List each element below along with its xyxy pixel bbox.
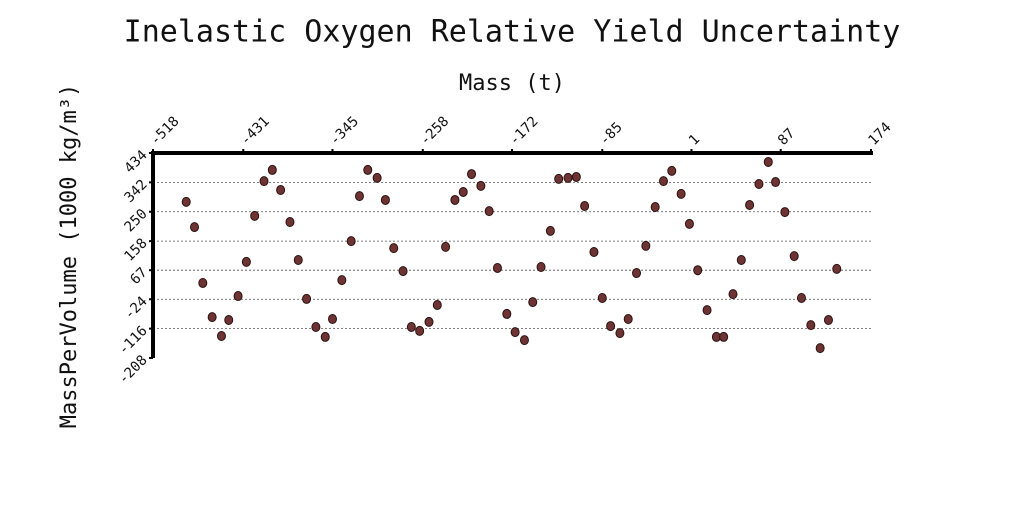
point <box>815 343 825 354</box>
point <box>337 275 347 286</box>
point <box>302 293 312 304</box>
point <box>458 186 468 197</box>
point <box>754 178 764 189</box>
point <box>406 322 416 333</box>
y-tick-label: 67 <box>127 265 150 288</box>
point <box>267 164 277 175</box>
x-tick-label: -258 <box>417 114 452 149</box>
point <box>823 315 833 326</box>
y-tick-label: 342 <box>121 177 150 206</box>
point <box>207 312 217 323</box>
x-axis-label: Mass (t) <box>459 71 565 96</box>
point <box>528 297 538 308</box>
point <box>190 222 200 233</box>
point <box>832 263 842 274</box>
point <box>702 305 712 316</box>
point <box>346 236 356 247</box>
point <box>415 325 425 336</box>
point <box>676 188 686 199</box>
point <box>796 292 806 303</box>
point <box>736 254 746 265</box>
x-tick-label: -518 <box>147 114 182 149</box>
x-tick-label: -345 <box>327 114 362 149</box>
point <box>510 327 520 338</box>
point <box>545 225 555 236</box>
point <box>554 173 564 184</box>
point <box>441 241 451 252</box>
y-tick-label: -24 <box>121 294 150 323</box>
point <box>745 200 755 211</box>
point <box>806 320 816 331</box>
y-tick-label: 434 <box>121 147 150 176</box>
point <box>650 201 660 212</box>
point <box>580 201 590 212</box>
point <box>492 262 502 273</box>
point <box>320 331 330 342</box>
point <box>476 180 486 191</box>
point <box>259 176 269 187</box>
point <box>285 216 295 227</box>
point <box>450 194 460 205</box>
y-tick-label: 158 <box>121 235 150 264</box>
point <box>233 291 243 302</box>
y-tick-label: -208 <box>116 352 151 387</box>
point <box>424 316 434 327</box>
point <box>728 289 738 300</box>
point <box>519 335 529 346</box>
point <box>589 246 599 257</box>
point <box>597 292 607 303</box>
point <box>198 277 208 288</box>
x-tick-label: 87 <box>775 125 798 148</box>
y-tick-label: -116 <box>116 323 151 358</box>
point <box>372 172 382 183</box>
x-tick-label: 174 <box>865 119 894 148</box>
point <box>789 251 799 262</box>
point <box>693 265 703 276</box>
point <box>354 191 364 202</box>
point <box>571 171 581 182</box>
point <box>606 321 616 332</box>
x-tick-label: -85 <box>597 119 626 148</box>
point <box>563 172 573 183</box>
point <box>658 176 668 187</box>
point <box>276 185 286 196</box>
point <box>641 240 651 251</box>
point <box>363 164 373 175</box>
point <box>216 330 226 341</box>
point <box>536 261 546 272</box>
y-axis-label: MassPerVolume (1000 kg/m³) <box>57 84 82 428</box>
x-tick-label: -172 <box>506 114 541 149</box>
point <box>763 156 773 167</box>
point <box>467 169 477 180</box>
point <box>250 210 260 221</box>
point <box>719 331 729 342</box>
point <box>328 314 337 325</box>
x-tick-label: 1 <box>686 131 703 148</box>
point <box>293 254 303 265</box>
point <box>667 165 677 176</box>
point <box>389 243 399 254</box>
point <box>623 314 633 325</box>
point <box>502 308 512 319</box>
point <box>380 194 390 205</box>
point <box>484 206 494 217</box>
point <box>241 256 251 267</box>
point <box>224 315 234 326</box>
x-tick-label: -431 <box>238 114 273 149</box>
point <box>181 196 191 207</box>
point <box>771 177 781 188</box>
point <box>432 299 442 310</box>
chart-title: Inelastic Oxygen Relative Yield Uncertai… <box>124 15 901 50</box>
point <box>780 207 790 218</box>
point <box>632 268 642 279</box>
point <box>615 328 625 339</box>
point <box>311 322 321 333</box>
y-tick-label: 250 <box>121 206 150 235</box>
point <box>684 218 694 229</box>
point <box>398 266 408 277</box>
